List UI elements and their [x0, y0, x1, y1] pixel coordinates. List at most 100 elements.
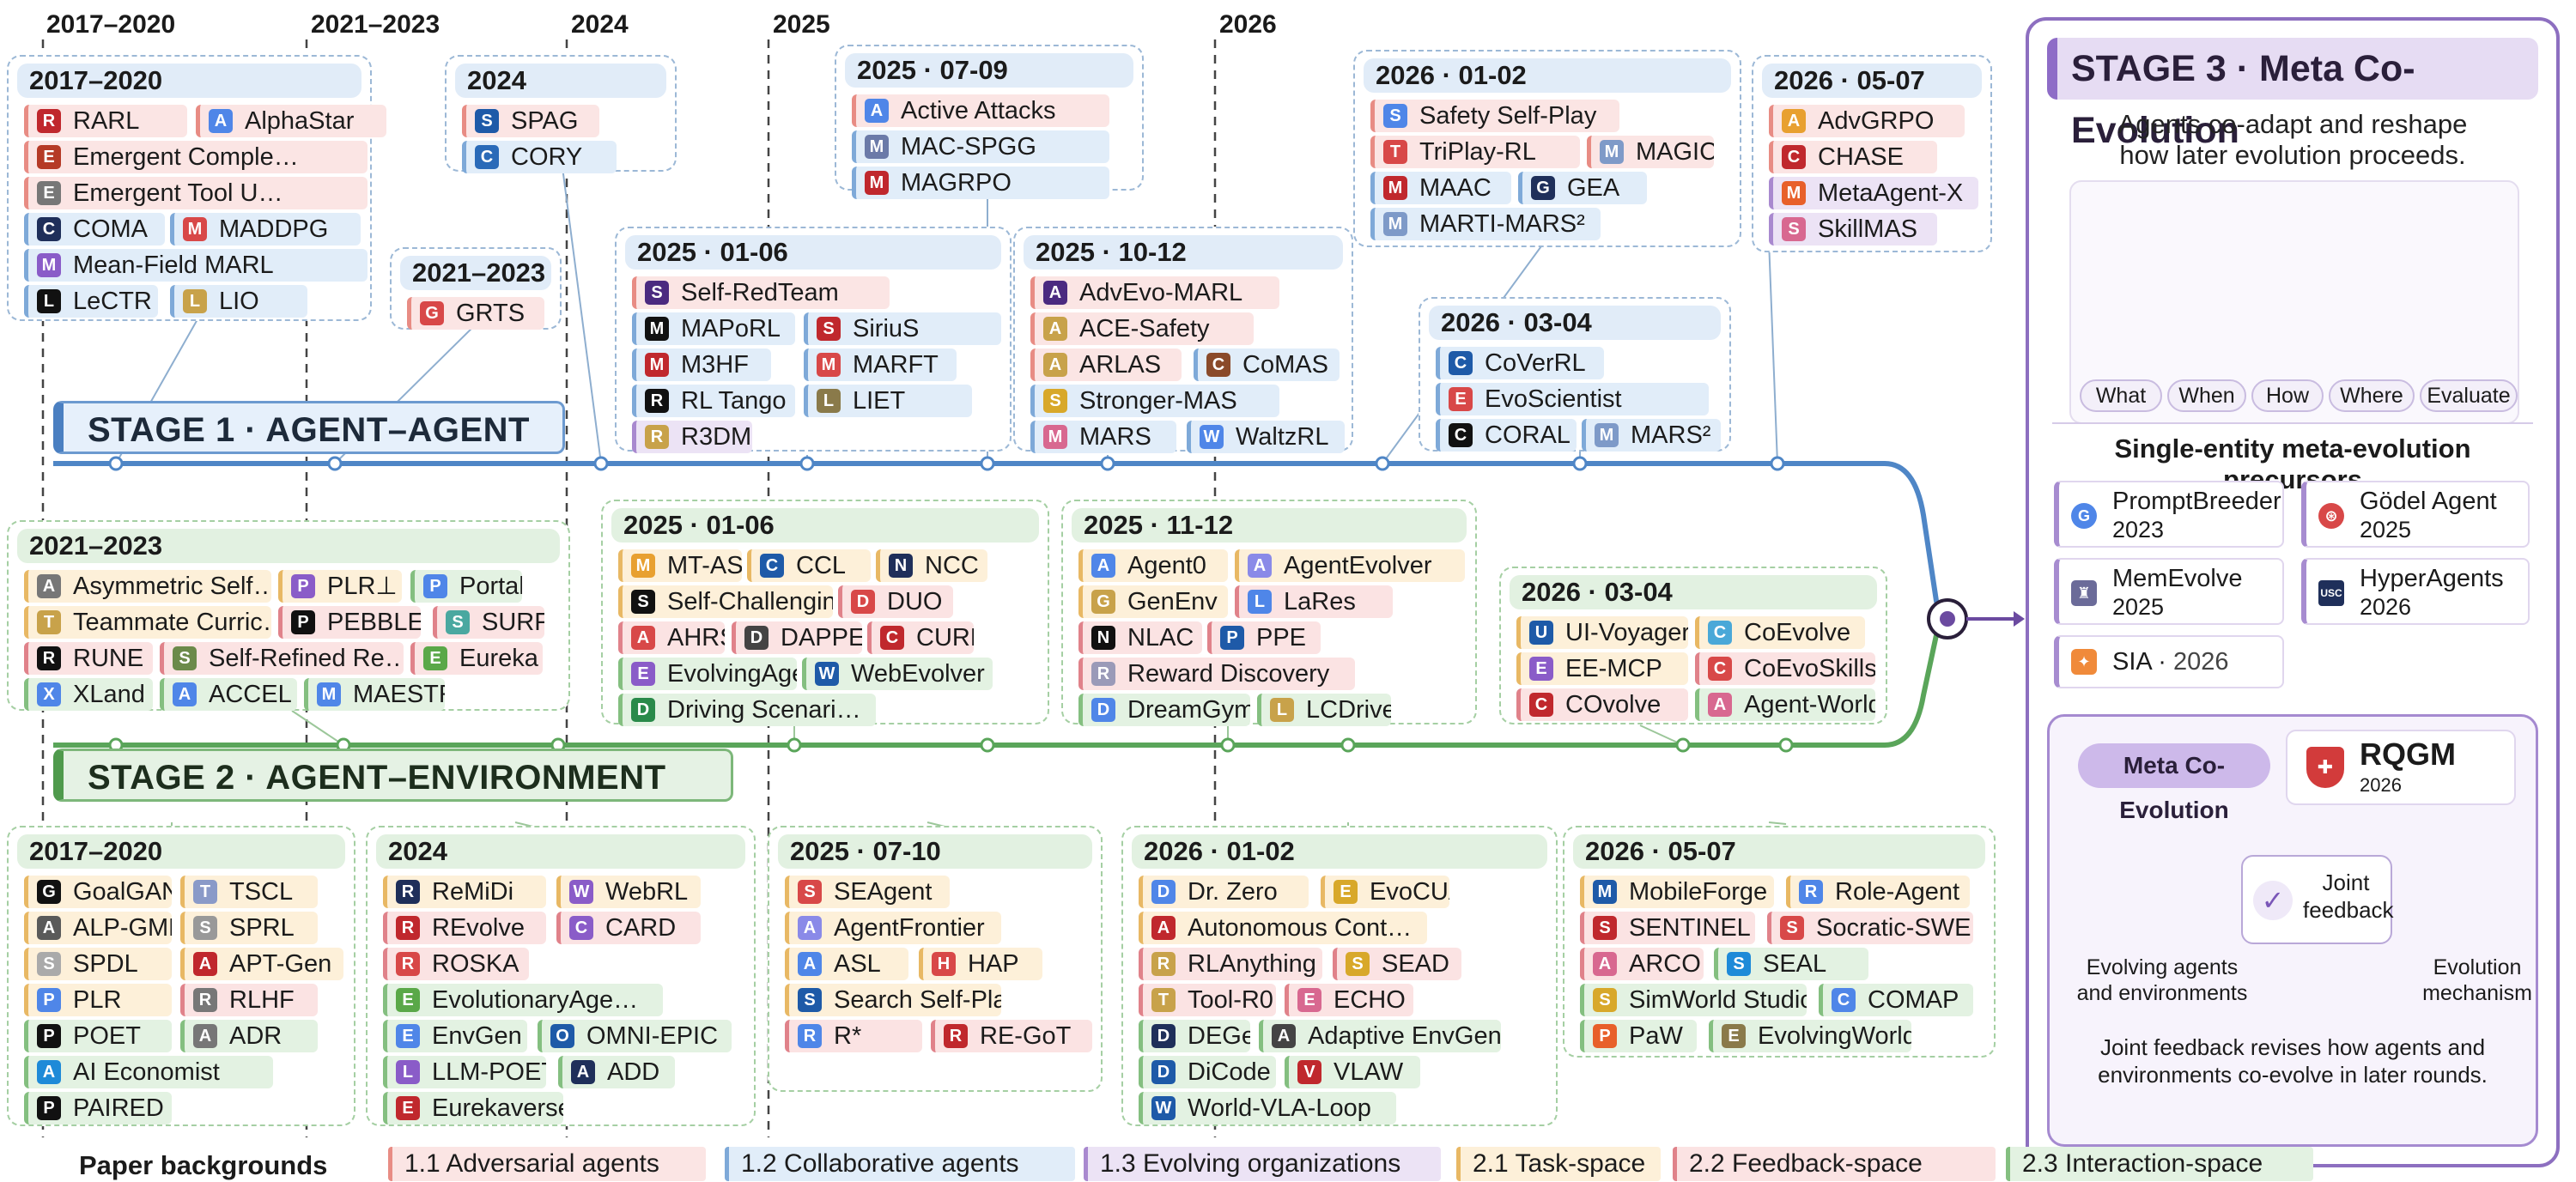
paper-name: LeCTR	[73, 288, 152, 315]
question-pill: What	[2080, 379, 2162, 412]
org-logo-icon: P	[37, 988, 61, 1012]
card-header: 2025 · 07-09	[845, 53, 1133, 88]
paper-name: EnvGen	[432, 1022, 522, 1050]
paper-chip: E Eureka	[410, 642, 543, 675]
org-logo-icon: M	[865, 171, 889, 195]
org-logo-icon: R	[645, 389, 669, 413]
paper-name: VLAW	[1334, 1058, 1404, 1086]
question-pill: Evaluate	[2420, 379, 2518, 412]
paper-chip: P PLR	[24, 984, 172, 1016]
card-header: 2025 · 11-12	[1072, 508, 1467, 543]
paper-name: LIO	[219, 288, 259, 315]
paper-name: EE-MCP	[1565, 655, 1662, 682]
org-logo-icon: D	[1151, 880, 1176, 904]
paper-name: Emergent Tool U…	[73, 179, 283, 207]
paper-chip: D DiCode	[1139, 1056, 1276, 1088]
precursor-name: PromptBreeder	[2112, 488, 2281, 515]
org-logo-icon: R	[396, 880, 420, 904]
org-logo-icon: P	[37, 1096, 61, 1120]
card-header: 2026 · 01-02	[1132, 834, 1547, 869]
paper-chip: M MobileForge	[1580, 876, 1774, 908]
era-label: 2021–2023	[311, 10, 440, 39]
paper-name: Agent0	[1127, 552, 1206, 579]
paper-chip: P Portal	[410, 570, 522, 603]
paper-name: MT-ASP	[667, 552, 742, 579]
paper-name: MARS	[1079, 423, 1151, 451]
spark-icon: ✦	[2071, 649, 2097, 675]
paper-chip: M MARTI-MARS²	[1370, 208, 1601, 240]
paper-name: COMA	[73, 215, 148, 243]
org-logo-icon: S	[1593, 988, 1617, 1012]
paper-chip: S Safety Self-Play	[1370, 100, 1619, 132]
paper-name: NCC	[925, 552, 979, 579]
paper-chip: M MAAC	[1370, 172, 1511, 204]
paper-card: 2025 · 07-09 A Active Attacks M MAC-SPGG M MAG…	[835, 45, 1144, 199]
org-logo-icon: A	[1091, 554, 1115, 578]
card-header: 2026 · 05-07	[1762, 64, 1982, 98]
org-logo-icon: T	[1383, 140, 1407, 164]
org-logo-icon: G	[1531, 176, 1555, 200]
org-logo-icon: E	[37, 145, 61, 169]
paper-chip: C CCL	[747, 549, 871, 582]
org-logo-icon: R	[1799, 880, 1823, 904]
org-logo-icon: U	[1529, 621, 1553, 645]
paper-chip: S Self-RedTeam	[632, 276, 890, 309]
check-icon: ✓	[2253, 881, 2293, 920]
org-logo-icon: P	[291, 574, 315, 598]
paper-name: Autonomous Cont…	[1188, 914, 1413, 942]
stage3-subtitle: how later evolution proceeds.	[2119, 140, 2466, 170]
paper-card: 2025 · 01-06 S Self-RedTeam M MAPoRL S SiriuS M…	[615, 227, 1012, 453]
org-logo-icon: M	[1383, 176, 1407, 200]
paper-chip: E EvoScientist	[1436, 383, 1709, 415]
org-logo-icon: L	[817, 389, 841, 413]
paper-chip: M MetaAgent-X	[1769, 177, 1978, 209]
org-logo-icon: S	[1593, 916, 1617, 940]
paper-name: Portal	[459, 573, 522, 600]
paper-name: SPAG	[511, 107, 579, 135]
org-logo-icon: S	[1346, 952, 1370, 976]
paper-name: World-VLA-Loop	[1188, 1094, 1371, 1122]
org-logo-icon: P	[1220, 626, 1244, 650]
paper-name: GEA	[1567, 174, 1620, 202]
org-logo-icon: W	[1151, 1096, 1176, 1120]
precursor-card: USC HyperAgents 2026	[2301, 558, 2530, 625]
paper-chip: G GenEnv	[1078, 585, 1228, 618]
org-logo-icon: W	[1200, 425, 1224, 449]
org-logo-icon: R	[37, 109, 61, 133]
org-logo-icon: S	[631, 590, 655, 614]
org-logo-icon: E	[1297, 988, 1321, 1012]
paper-card: 2026 · 05-07 A AdvGRPO C CHASE M MetaAgent-X S S…	[1752, 55, 1992, 252]
paper-chip: R RUNE	[24, 642, 153, 675]
legend-item: 1.2 Collaborative agents	[725, 1147, 1075, 1181]
paper-name: UI-Voyager	[1565, 619, 1688, 646]
paper-name: LLM-POET	[432, 1058, 546, 1086]
card-header: 2024	[376, 834, 745, 869]
paper-chip: N NCC	[876, 549, 987, 582]
paper-chip: A ADD	[558, 1056, 675, 1088]
org-logo-icon: O	[550, 1024, 574, 1048]
paper-chip: T TSCL	[180, 876, 318, 908]
org-logo-icon: A	[798, 952, 822, 976]
paper-name: ADD	[607, 1058, 660, 1086]
org-logo-icon: A	[37, 1060, 61, 1084]
paper-chip: L LLM-POET	[383, 1056, 546, 1088]
paper-name: REvolve	[432, 914, 525, 942]
paper-chip: S SURF	[433, 606, 544, 639]
usc-icon: USC	[2318, 580, 2344, 606]
paper-name: PAIRED	[73, 1094, 164, 1122]
paper-name: CARD	[605, 914, 677, 942]
org-logo-icon: E	[396, 1096, 420, 1120]
paper-name: CCL	[796, 552, 847, 579]
paper-chip: G GRTS	[407, 297, 544, 330]
org-logo-icon: S	[446, 610, 470, 634]
org-logo-icon: P	[1593, 1024, 1617, 1048]
paper-name: RLAnything	[1188, 950, 1316, 978]
paper-name: POET	[73, 1022, 141, 1050]
paper-chip: D DUO	[838, 585, 953, 618]
paper-name: ACE-Safety	[1079, 315, 1210, 342]
paper-chip: A Adaptive EnvGen	[1259, 1020, 1501, 1052]
org-logo-icon: A	[173, 682, 197, 706]
paper-chip: S Search Self-Play	[785, 984, 1001, 1016]
paper-card: 2021–2023 G GRTS	[390, 247, 562, 330]
